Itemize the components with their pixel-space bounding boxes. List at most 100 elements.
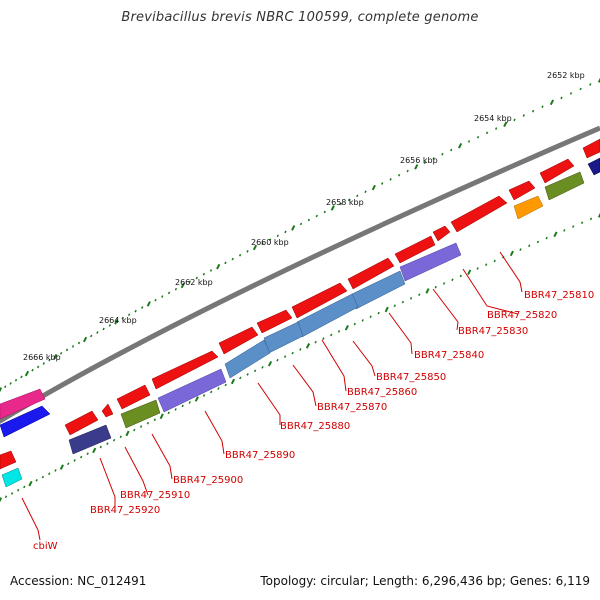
tick-mark (253, 369, 257, 373)
gene-arrow[interactable] (0, 388, 46, 420)
tick-mark (102, 327, 105, 331)
kbp-label-2652: 2652 kbp (547, 71, 585, 80)
tick-mark (476, 135, 480, 139)
tick-mark (23, 485, 26, 489)
kbp-label-2654: 2654 kbp (474, 114, 512, 123)
tick-mark (330, 333, 333, 337)
tick-mark (414, 164, 419, 170)
gene-arrow[interactable] (347, 257, 395, 290)
tick-mark (509, 250, 514, 257)
tick-mark (125, 430, 130, 437)
gene-arrow[interactable] (508, 180, 536, 201)
tick-mark (99, 445, 102, 449)
leader-line (257, 382, 281, 425)
gene-arrow[interactable] (513, 195, 544, 220)
gene-arrow[interactable] (116, 384, 151, 410)
gene-arrow[interactable] (582, 138, 600, 159)
leader-line (292, 364, 317, 407)
tick-mark (401, 300, 405, 304)
tick-mark (485, 131, 489, 135)
tick-mark (17, 488, 20, 492)
tick-mark (432, 157, 435, 160)
gene-label: BBR47_25880 (280, 421, 350, 432)
tick-mark (406, 169, 409, 173)
gene-arrow[interactable] (544, 171, 585, 201)
tick-mark (450, 148, 453, 152)
gene-arrow[interactable] (256, 309, 293, 334)
tick-mark (159, 413, 164, 420)
gene-arrow[interactable] (218, 326, 259, 355)
gene-arrow[interactable] (0, 450, 17, 470)
gene-arrow[interactable] (1, 467, 23, 488)
tick-mark (315, 214, 318, 218)
tick-mark (4, 385, 7, 389)
tick-mark (409, 297, 413, 300)
kbp-label-2660: 2660 kbp (251, 238, 289, 247)
tick-mark (513, 118, 516, 122)
tick-mark (384, 306, 389, 313)
gene-arrow[interactable] (450, 195, 508, 233)
gene-label: BBR47_25920 (90, 505, 160, 516)
gene-arrow[interactable] (120, 399, 161, 429)
tick-mark (153, 418, 156, 422)
tick-mark (194, 396, 199, 402)
tick-mark (202, 394, 206, 397)
gene-label: BBR47_25870 (317, 402, 387, 413)
tick-mark (28, 480, 33, 487)
gene-arrow[interactable] (224, 339, 271, 379)
tick-mark (579, 87, 582, 91)
gene-arrow[interactable] (399, 242, 462, 282)
tick-mark (238, 253, 242, 257)
tick-mark (580, 221, 584, 225)
leader-line (499, 251, 523, 293)
tick-mark (353, 322, 356, 326)
gene-arrow[interactable] (101, 403, 114, 418)
tick-mark (369, 315, 372, 319)
tick-mark (441, 152, 444, 156)
kbp-label-2656: 2656 kbp (400, 156, 438, 165)
leader-line (432, 288, 459, 331)
gene-arrow[interactable] (64, 410, 99, 436)
tick-mark (451, 278, 454, 282)
tick-mark (181, 404, 184, 408)
tick-mark (330, 205, 335, 211)
tick-mark (127, 313, 131, 317)
topology-text: Topology: circular; Length: 6,296,436 bp… (260, 574, 590, 588)
tick-mark (224, 383, 227, 387)
tick-mark (119, 435, 122, 439)
tick-mark (545, 236, 548, 240)
tick-mark (261, 365, 264, 369)
tick-mark (146, 421, 150, 425)
tick-mark (284, 230, 287, 234)
tick-mark (252, 244, 258, 251)
gene-arrow[interactable] (68, 424, 112, 455)
tick-mark (305, 343, 311, 349)
tick-mark (96, 331, 99, 334)
tick-mark (569, 92, 573, 95)
tick-mark (276, 358, 279, 362)
gene-arrow[interactable] (157, 368, 227, 413)
gene-arrow[interactable] (394, 235, 436, 264)
tick-mark (36, 365, 40, 369)
tick-mark (161, 295, 164, 298)
tick-mark (549, 99, 555, 106)
tick-mark (397, 173, 401, 177)
gene-arrow[interactable] (587, 157, 600, 176)
gene-label: BBR47_25830 (458, 326, 528, 337)
gene-arrow[interactable] (432, 225, 451, 242)
tick-mark (48, 472, 51, 476)
tick-mark (553, 231, 558, 238)
gene-arrow[interactable] (291, 282, 348, 319)
tick-mark (246, 373, 249, 376)
gene-arrow[interactable] (151, 350, 219, 390)
gene-arrow[interactable] (539, 158, 575, 184)
gene-arrow[interactable] (0, 405, 51, 438)
tick-mark (154, 298, 157, 302)
tick-mark (377, 311, 380, 315)
reverse-gene-track (0, 157, 600, 488)
tick-mark (323, 210, 326, 214)
leader-line (124, 446, 149, 496)
tick-mark (485, 263, 488, 267)
tick-mark (597, 212, 600, 218)
